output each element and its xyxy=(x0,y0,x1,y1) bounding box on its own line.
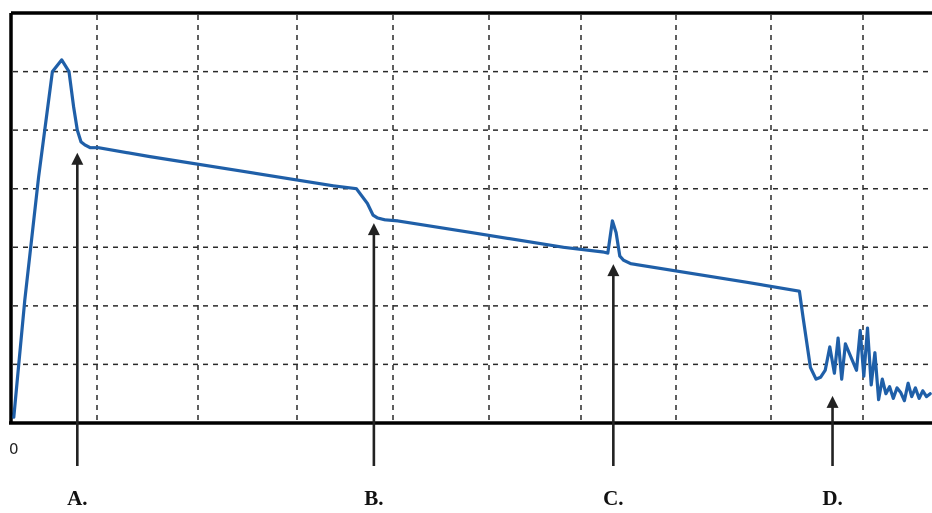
annotation-arrow-head xyxy=(367,223,380,236)
annotation-label: A. xyxy=(67,486,87,510)
trace-series-line xyxy=(12,58,932,419)
annotation-label: D. xyxy=(822,486,842,510)
trace xyxy=(12,58,932,419)
annotation-arrow-head xyxy=(826,395,839,408)
annotation-arrows: A. B. C. D. xyxy=(67,152,843,510)
annotation-label: C. xyxy=(603,486,623,510)
annotation-label: B. xyxy=(364,486,383,510)
grid xyxy=(13,15,932,421)
annotation-arrow-head xyxy=(607,264,620,277)
annotation-arrow-head xyxy=(71,152,84,165)
x-origin-label: 0 xyxy=(9,440,19,458)
